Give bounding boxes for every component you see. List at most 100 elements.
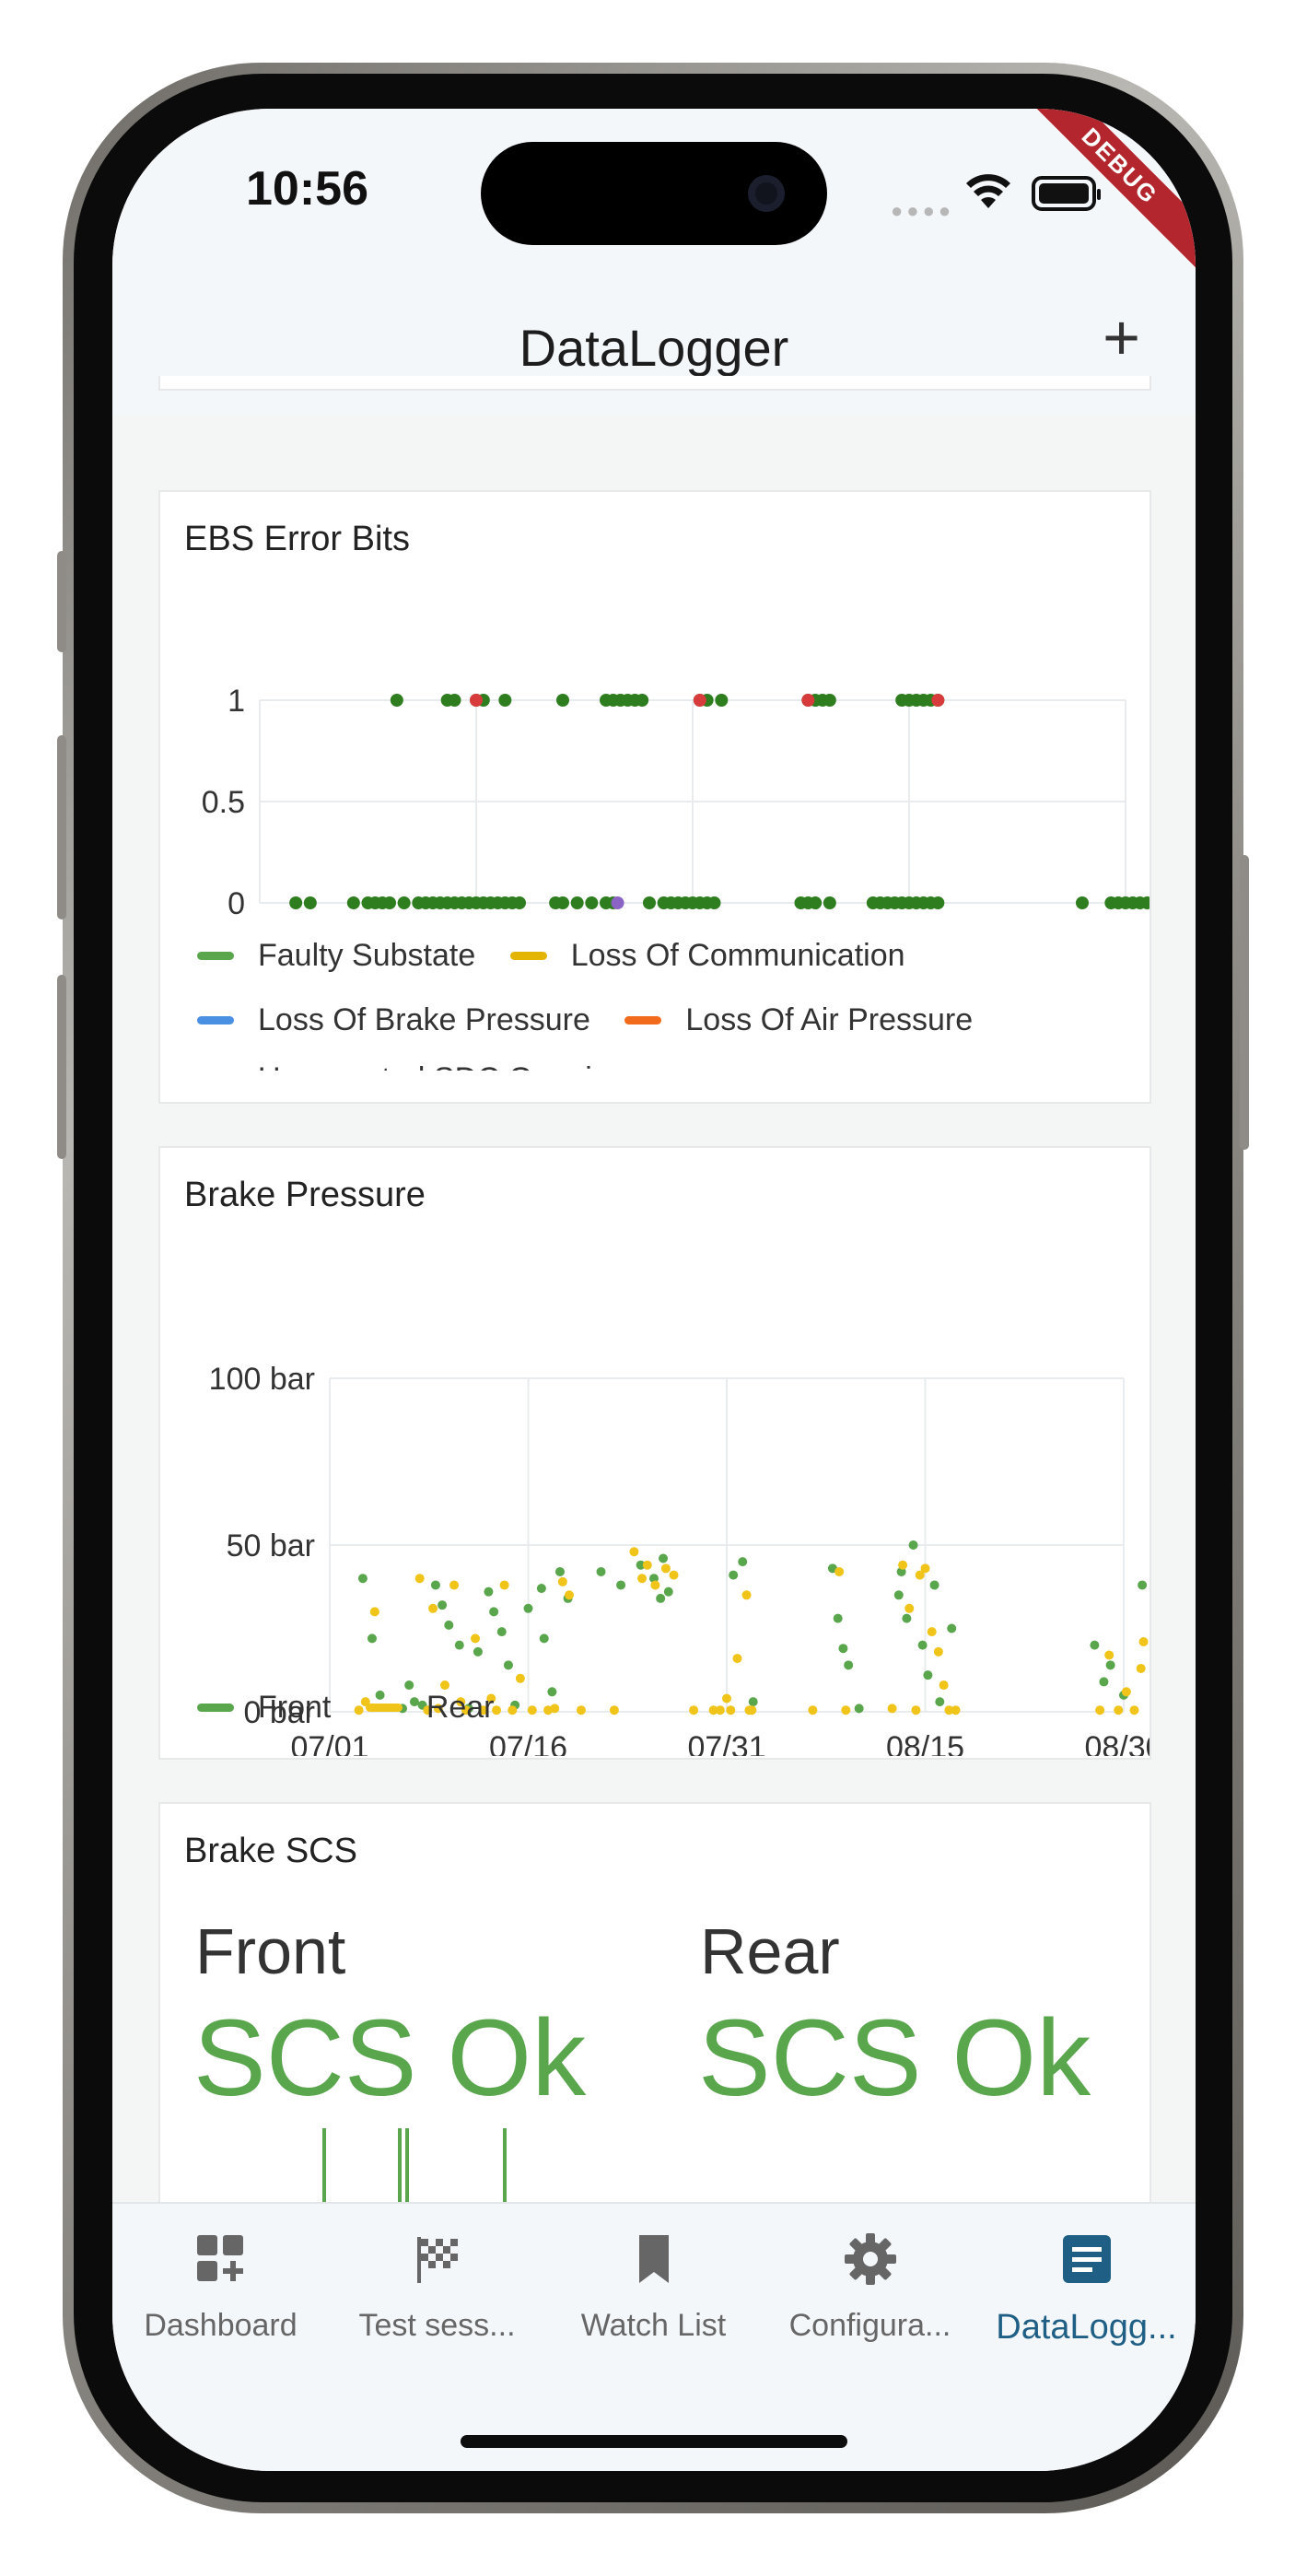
ebs-error-bits-card: EBS Error Bits 07/0107/1607/3108/1508/30… bbox=[158, 490, 1151, 1104]
data-point bbox=[1140, 896, 1149, 909]
legend-item-faulty-substate[interactable]: Faulty Substate bbox=[197, 938, 475, 974]
nav-label: Watch List bbox=[580, 2308, 727, 2343]
data-point bbox=[920, 1563, 930, 1574]
data-point bbox=[693, 694, 706, 707]
legend-item-rear[interactable]: Rear bbox=[365, 1690, 495, 1726]
rear-scs-value: SCS Ok bbox=[698, 1997, 1091, 2119]
data-point bbox=[809, 896, 823, 909]
data-point bbox=[354, 1705, 364, 1715]
nav-item-dashboard[interactable]: Dashboard bbox=[112, 2231, 329, 2344]
plus-icon[interactable]: + bbox=[1103, 301, 1140, 373]
ebs-legend-row-3: Unexpected SDC Opening bbox=[197, 1056, 653, 1071]
data-point bbox=[585, 896, 599, 909]
legend-item-loss-of-brake-pressure[interactable]: Loss Of Brake Pressure bbox=[197, 1002, 590, 1038]
data-point bbox=[611, 896, 624, 909]
data-point bbox=[629, 1547, 639, 1557]
nav-label: DataLogg... bbox=[996, 2308, 1177, 2347]
data-point bbox=[499, 1580, 509, 1590]
data-point bbox=[449, 1580, 460, 1590]
data-point bbox=[656, 1593, 666, 1603]
app-bar: DataLogger + bbox=[112, 279, 1196, 416]
data-point bbox=[911, 1705, 921, 1715]
legend-label: Unexpected SDC Opening bbox=[258, 1061, 627, 1071]
data-point bbox=[660, 1563, 671, 1574]
dynamic-island bbox=[481, 142, 827, 245]
data-point bbox=[444, 1620, 454, 1630]
data-point bbox=[508, 1705, 518, 1715]
data-point bbox=[1129, 1705, 1139, 1715]
data-point bbox=[854, 1704, 864, 1714]
dashboard-add-icon bbox=[196, 2235, 243, 2281]
data-point bbox=[643, 896, 656, 909]
nav-label: Dashboard bbox=[144, 2308, 298, 2343]
data-point bbox=[833, 1613, 843, 1623]
bottom-navigation: Dashboard Test sess... Watch List bbox=[112, 2202, 1196, 2471]
data-point bbox=[609, 1705, 619, 1715]
data-point bbox=[454, 1640, 464, 1650]
front-scs-value: SCS Ok bbox=[193, 1997, 587, 2119]
data-point bbox=[409, 1697, 419, 1707]
data-point bbox=[726, 1705, 736, 1715]
y-tick-label: 0 bbox=[228, 886, 245, 916]
rear-scs-label: Rear bbox=[700, 1915, 840, 1987]
data-point bbox=[834, 1566, 845, 1576]
brake-pressure-card: Brake Pressure 07/01 07/16 07/31 08/15 08/3 0… bbox=[158, 1146, 1151, 1760]
data-point bbox=[478, 1705, 488, 1715]
legend-label: Loss Of Air Pressure bbox=[685, 1002, 974, 1037]
data-point bbox=[1136, 1663, 1146, 1673]
data-point bbox=[1104, 1650, 1114, 1660]
legend-swatch bbox=[197, 1704, 234, 1712]
data-point bbox=[489, 1607, 499, 1617]
data-point bbox=[448, 694, 461, 707]
front-scs-history-line bbox=[398, 2128, 402, 2239]
data-point bbox=[933, 1646, 943, 1657]
brake-pressure-legend: Front Rear bbox=[197, 1684, 520, 1726]
legend-clip: Unexpected SDC Opening bbox=[160, 1050, 1149, 1071]
cellular-signal-icon: ●●●● bbox=[891, 199, 955, 222]
data-point bbox=[823, 694, 836, 707]
power-button bbox=[1240, 855, 1249, 1150]
legend-swatch bbox=[365, 1704, 403, 1712]
data-point bbox=[1105, 1660, 1115, 1670]
legend-label: Loss Of Brake Pressure bbox=[258, 1002, 590, 1037]
data-point bbox=[367, 1633, 377, 1644]
nav-item-datalogger[interactable]: DataLogg... bbox=[978, 2231, 1195, 2348]
legend-label: Faulty Substate bbox=[258, 938, 476, 973]
volume-up-button bbox=[57, 735, 66, 919]
data-point bbox=[473, 1646, 483, 1657]
data-point bbox=[616, 1580, 626, 1590]
data-point bbox=[496, 1627, 507, 1637]
legend-swatch bbox=[197, 952, 234, 960]
nav-item-configuration[interactable]: Configura... bbox=[762, 2231, 978, 2344]
data-point bbox=[838, 1644, 848, 1654]
legend-item-loss-of-air-pressure[interactable]: Loss Of Air Pressure bbox=[624, 1002, 973, 1038]
data-point bbox=[1090, 1640, 1100, 1650]
data-point bbox=[923, 1670, 933, 1680]
data-point bbox=[741, 1590, 752, 1600]
data-point bbox=[470, 694, 483, 707]
brake-pressure-chart: 07/01 07/16 07/31 08/15 08/30 0 bar 50 bar 100 … bbox=[209, 1362, 1149, 1756]
y-tick-label: 50 bar bbox=[227, 1528, 315, 1563]
data-point bbox=[433, 1704, 443, 1714]
legend-item-unexpected-sdc-opening[interactable]: Unexpected SDC Opening bbox=[197, 1061, 627, 1071]
camera-icon bbox=[748, 175, 785, 212]
nav-item-test-sessions[interactable]: Test sess... bbox=[329, 2231, 545, 2344]
data-point bbox=[486, 1693, 496, 1704]
front-scs-history-line bbox=[405, 2128, 409, 2239]
ebs-legend-row-2: Loss Of Brake Pressure Loss Of Air Press… bbox=[197, 997, 998, 1038]
x-tick-label: 08/30 bbox=[1084, 1730, 1149, 1756]
legend-item-loss-of-communication[interactable]: Loss Of Communication bbox=[509, 938, 905, 974]
x-tick-label: 07/16 bbox=[489, 1730, 567, 1756]
data-point bbox=[637, 1574, 648, 1584]
legend-label: Rear bbox=[426, 1690, 495, 1725]
data-point bbox=[1138, 1580, 1148, 1590]
data-point bbox=[346, 896, 360, 909]
data-point bbox=[404, 1680, 414, 1691]
legend-item-front[interactable]: Front bbox=[197, 1690, 331, 1726]
data-point bbox=[939, 1680, 949, 1691]
nav-item-watch-list[interactable]: Watch List bbox=[545, 2231, 762, 2344]
data-point bbox=[550, 1704, 560, 1714]
previous-card bbox=[158, 376, 1151, 391]
data-point bbox=[539, 1633, 549, 1644]
data-point bbox=[915, 1570, 925, 1580]
